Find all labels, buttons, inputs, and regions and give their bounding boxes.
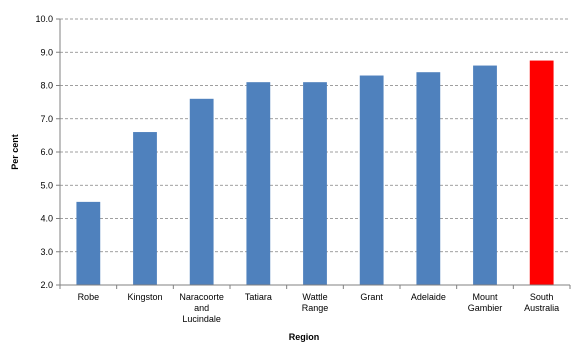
y-tick-label: 6.0: [40, 147, 53, 157]
x-tick-label: Tatiara: [245, 292, 272, 302]
bars: [76, 61, 553, 285]
y-tick-label: 10.0: [35, 14, 53, 24]
x-tick-label: Mount Gambier: [468, 292, 503, 313]
x-tick-label: Grant: [360, 292, 383, 302]
y-tick-label: 5.0: [40, 180, 53, 190]
y-axis-ticks: 2.0 3.0 4.0 5.0 6.0 7.0 8.0 9.0 10.0: [35, 14, 60, 290]
bar: [473, 66, 497, 285]
y-tick-label: 8.0: [40, 81, 53, 91]
y-tick-label: 7.0: [40, 114, 53, 124]
bar: [246, 82, 270, 285]
x-axis-labels: Robe Kingston Naracoorte and Lucindale Tatiar…: [60, 285, 570, 324]
bar: [133, 132, 157, 285]
y-axis-title: Per cent: [10, 134, 20, 170]
y-tick-label: 4.0: [40, 214, 53, 224]
bar: [530, 61, 554, 285]
x-tick-label: Naracoorte and Lucindale: [179, 292, 224, 324]
bar: [303, 82, 327, 285]
bar: [360, 76, 384, 285]
x-tick-label: Wattle Range: [302, 292, 329, 313]
x-tick-label: Adelaide: [411, 292, 446, 302]
x-tick-label: Kingston: [127, 292, 162, 302]
x-axis-title: Region: [289, 332, 320, 342]
y-tick-label: 9.0: [40, 47, 53, 57]
bar: [416, 72, 440, 285]
y-tick-label: 2.0: [40, 280, 53, 290]
bar: [190, 99, 214, 285]
bar: [76, 202, 100, 285]
x-tick-label: Robe: [78, 292, 100, 302]
y-tick-label: 3.0: [40, 247, 53, 257]
x-tick-label: South Australia: [524, 292, 559, 313]
